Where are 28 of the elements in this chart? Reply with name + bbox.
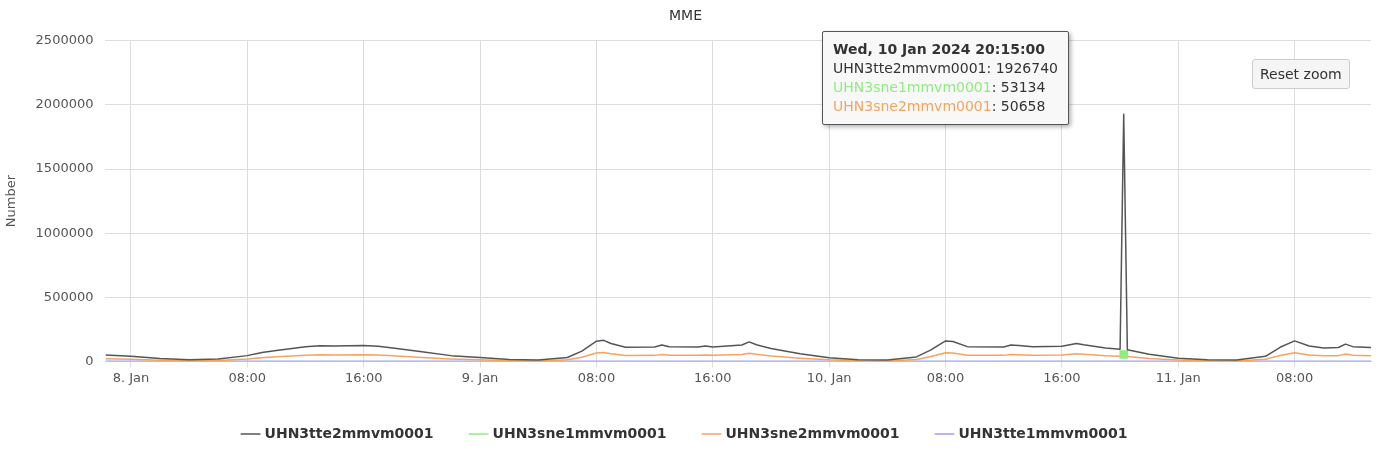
annotation: UHN3sne1mmvm0001: 53134 — [833, 78, 1047, 97]
x-tick-label: 08:00 — [1275, 369, 1314, 385]
x-tick-label: 11. Jan — [1155, 369, 1201, 385]
x-tick-label: 8. Jan — [112, 369, 150, 385]
chart-title: MME — [668, 7, 703, 24]
x-tick-label: 08:00 — [577, 369, 616, 385]
legend-label: UHN3sne1mmvm0001 — [492, 424, 667, 441]
y-axis-title: Number — [3, 174, 19, 228]
x-tick-label: 16:00 — [694, 369, 732, 385]
x-tick-label: 16:00 — [1043, 369, 1081, 385]
y-tick-label: 1500000 — [35, 160, 94, 176]
annotation: UHN3tte2mmvm0001: 1926740 — [833, 59, 1058, 78]
legend-label: UHN3tte2mmvm0001 — [264, 424, 434, 441]
x-tick-label: 08:00 — [926, 369, 965, 385]
annotation: Wed, 10 Jan 2024 20:15:00 — [833, 40, 1046, 59]
legend-label: UHN3sne2mmvm0001 — [725, 424, 900, 441]
reset-zoom-button: Reset zoom — [1252, 59, 1350, 89]
x-tick-label: 08:00 — [228, 369, 267, 385]
legend-label: UHN3tte1mmvm0001 — [958, 424, 1128, 441]
y-tick-label: 1000000 — [35, 224, 94, 240]
y-tick-label: 0 — [85, 352, 94, 368]
y-tick-label: 500000 — [43, 288, 94, 304]
x-tick-label: 9. Jan — [461, 369, 499, 385]
annotation: UHN3sne2mmvm0001: 50658 — [833, 97, 1047, 116]
y-tick-label: 2500000 — [35, 32, 94, 48]
x-tick-label: 10. Jan — [806, 369, 852, 385]
x-tick-label: 16:00 — [344, 369, 383, 385]
y-tick-label: 2000000 — [35, 96, 94, 112]
